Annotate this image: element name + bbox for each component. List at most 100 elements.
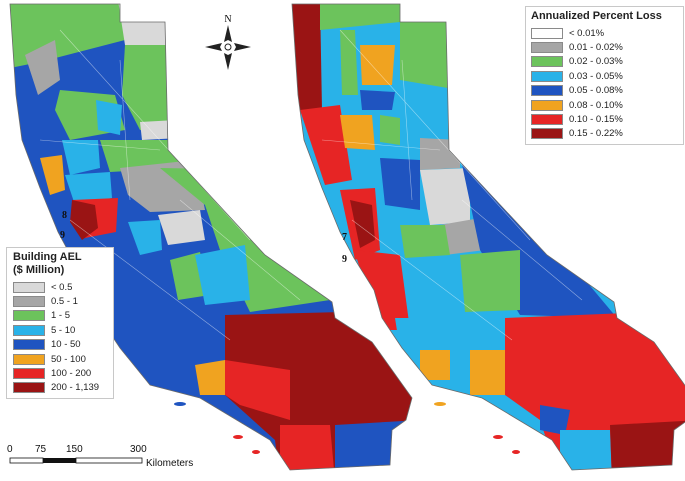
scale-tick-label: 75 <box>35 444 47 455</box>
left-region-label-1: 8 <box>62 210 67 221</box>
legend-item: 5 - 10 <box>13 323 108 337</box>
left-channel-islands <box>174 402 260 454</box>
building-ael-legend: Building AEL ($ Million) < 0.5 0.5 - 1 1 -… <box>6 247 114 400</box>
right-county-humboldt <box>292 4 322 110</box>
legend-item: 200 - 1,139 <box>13 381 108 395</box>
right-county-mariposa <box>440 218 485 255</box>
right-county-kern <box>395 318 522 350</box>
legend-item-label: < 0.01% <box>569 27 605 39</box>
legend-item: < 0.5 <box>13 280 108 294</box>
legend-item: 0.15 - 0.22% <box>531 127 679 141</box>
left-county-san-francisco <box>70 200 98 240</box>
left-county-sierra <box>140 120 180 140</box>
legend-item: 0.10 - 0.15% <box>531 112 679 126</box>
legend-item-label: 0.15 - 0.22% <box>569 128 623 140</box>
legend-item-label: 0.10 - 0.15% <box>569 114 623 126</box>
legend-swatch <box>531 27 563 39</box>
legend-item-label: 0.03 - 0.05% <box>569 70 623 82</box>
legend-item: 0.01 - 0.02% <box>531 40 679 54</box>
legend-item-label: 0.01 - 0.02% <box>569 42 623 54</box>
right-county-san-diego <box>560 430 612 470</box>
legend-swatch <box>13 339 45 351</box>
left-county-merced <box>128 220 162 255</box>
right-county-central-coast <box>354 250 410 330</box>
legend-item-label: 200 - 1,139 <box>51 382 100 394</box>
legend-swatch <box>531 70 563 82</box>
left-county-solano <box>65 172 112 205</box>
scale-bar <box>9 457 143 464</box>
legend-item-label: 0.5 - 1 <box>51 296 78 308</box>
legend-subtitle: ($ Million) <box>13 264 65 276</box>
legend-item-label: 0.02 - 0.03% <box>569 56 623 68</box>
legend-swatch <box>13 353 45 365</box>
scale-unit-label: Kilometers <box>146 458 194 469</box>
left-county-sonoma <box>40 155 65 195</box>
legend-item: 0.05 - 0.08% <box>531 84 679 98</box>
right-region-label-1: 7 <box>342 232 347 243</box>
right-county-shasta <box>360 45 395 85</box>
legend-title: Building AEL <box>13 251 82 263</box>
legend-swatch <box>13 368 45 380</box>
right-county-glenn <box>340 115 375 150</box>
left-county-borders <box>39 29 301 341</box>
scale-tick-label: 150 <box>66 444 83 455</box>
right-county-ventura <box>470 350 505 395</box>
right-county-alpine <box>420 168 470 225</box>
legend-item: 0.08 - 0.10% <box>531 98 679 112</box>
left-county-san-diego <box>280 425 335 470</box>
legend-swatch <box>531 114 563 126</box>
legend-item: 0.02 - 0.03% <box>531 55 679 69</box>
right-county-santa-barbara <box>420 350 450 380</box>
legend-item-label: 0.08 - 0.10% <box>569 99 623 111</box>
legend-item-label: < 0.5 <box>51 281 73 293</box>
legend-item: < 0.01% <box>531 26 679 40</box>
scale-tick-label: 0 <box>7 444 13 455</box>
legend-swatch <box>531 42 563 54</box>
left-county-ventura <box>195 360 228 395</box>
right-county-imperial <box>610 420 685 470</box>
right-region-label-2: 9 <box>342 254 347 265</box>
right-county-sacramento <box>380 158 420 210</box>
left-county-modoc <box>118 4 175 45</box>
legend-item: 0.03 - 0.05% <box>531 69 679 83</box>
right-county-siskiyou <box>320 4 400 30</box>
right-county-modoc <box>400 20 460 90</box>
scale-tick-label: 300 <box>130 444 147 455</box>
legend-item-label: 100 - 200 <box>51 368 92 380</box>
legend-item-label: 1 - 5 <box>51 310 71 322</box>
legend-swatch <box>13 324 45 336</box>
legend-swatch <box>531 99 563 111</box>
legend-item: 10 - 50 <box>13 338 108 352</box>
left-county-butte <box>96 100 122 135</box>
legend-item-label: 5 - 10 <box>51 324 76 336</box>
left-county-glenn <box>62 140 100 175</box>
right-county-san-francisco <box>350 200 375 248</box>
legend-item: 0.5 - 1 <box>13 294 108 308</box>
right-county-orange <box>540 405 570 435</box>
right-county-nevada <box>420 138 460 170</box>
left-county-mariposa <box>158 210 205 245</box>
legend-swatch <box>13 382 45 394</box>
right-county-stanislaus <box>400 225 450 258</box>
right-county-tehama <box>360 90 395 110</box>
right-county-tulare <box>460 250 520 312</box>
left-county-tulare <box>195 245 250 305</box>
left-county-lassen <box>122 45 180 130</box>
left-county-del-norte <box>25 40 60 95</box>
right-county-butte <box>380 115 400 145</box>
legend-swatch <box>13 296 45 308</box>
legend-swatch <box>531 85 563 97</box>
left-county-la-coast <box>225 360 290 420</box>
left-region-label-2: 9 <box>60 230 65 241</box>
annualized-percent-loss-legend: Annualized Percent Loss < 0.01% 0.01 - 0.… <box>525 6 684 146</box>
legend-item: 50 - 100 <box>13 352 108 366</box>
legend-item-label: 50 - 100 <box>51 353 86 365</box>
right-channel-islands <box>434 402 520 454</box>
scale-bar-labels: 0 75 150 300 Kilometers <box>0 444 220 476</box>
legend-item-label: 0.05 - 0.08% <box>569 85 623 97</box>
right-county-borders <box>321 29 583 341</box>
legend-swatch <box>13 281 45 293</box>
legend-swatch <box>531 56 563 68</box>
